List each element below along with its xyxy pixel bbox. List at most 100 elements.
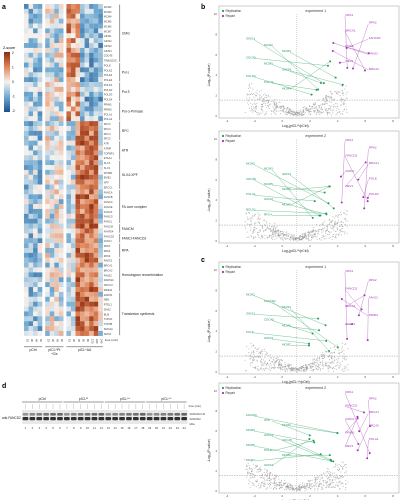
heatmap-cell [84, 169, 90, 175]
protein-point [321, 107, 323, 109]
protein-point [260, 89, 262, 91]
repair-point [366, 200, 369, 203]
heatmap-cell [84, 233, 90, 239]
protein-point [320, 106, 322, 108]
heatmap-cell [33, 296, 38, 302]
heatmap-cell [33, 145, 38, 151]
heatmap-cell [80, 330, 85, 336]
protein-point [318, 475, 320, 477]
protein-point [282, 483, 284, 485]
heatmap-cell [28, 287, 34, 293]
replication-label: MCM5 [282, 324, 291, 328]
protein-point [271, 226, 273, 228]
protein-point [316, 361, 318, 363]
heatmap-cell [66, 160, 72, 166]
replication-label: POLE [246, 330, 254, 334]
protein-point [255, 105, 257, 107]
heatmap-cell [66, 287, 72, 293]
protein-point [261, 364, 263, 366]
protein-point [254, 110, 256, 112]
label-leader [253, 295, 326, 326]
protein-point [257, 485, 259, 487]
heatmap-cell [49, 23, 55, 29]
protein-point [292, 487, 294, 489]
heatmap-cell [58, 121, 64, 127]
heatmap-cell [98, 248, 103, 253]
heatmap-cell [58, 223, 64, 229]
heatmap-cell [24, 199, 29, 205]
heatmap-cell [80, 4, 85, 9]
heatmap-cell [49, 248, 55, 253]
heatmap-cell [89, 62, 94, 68]
heatmap-cell [49, 8, 55, 14]
heatmap-cell [45, 150, 50, 156]
heatmap-cell [66, 213, 72, 219]
protein-point [333, 475, 335, 477]
x-tick: 2 [309, 375, 311, 379]
protein-point [304, 233, 306, 235]
protein-point [266, 235, 268, 237]
heatmap-cell [37, 194, 43, 200]
protein-point [334, 360, 336, 362]
heatmap-cell [49, 252, 55, 258]
protein-point [302, 486, 304, 488]
heatmap-cell [54, 121, 59, 127]
protein-point [260, 107, 263, 109]
protein-point [291, 111, 293, 113]
heatmap-cell [33, 135, 38, 141]
label-leader [289, 61, 331, 90]
protein-point [252, 463, 254, 465]
protein-point [308, 240, 310, 242]
protein-point [328, 483, 330, 485]
protein-point [263, 219, 265, 222]
protein-point [256, 89, 258, 91]
protein-point [295, 236, 297, 238]
protein-point [297, 368, 299, 370]
heatmap-cell [33, 52, 38, 58]
protein-point [283, 366, 285, 368]
protein-point [248, 468, 250, 470]
band-fancd2 [126, 417, 132, 421]
heatmap-cell [89, 135, 94, 141]
protein-point [327, 225, 329, 227]
protein-point [296, 489, 298, 492]
protein-point [256, 360, 258, 362]
label-leader [344, 406, 364, 413]
heatmap-cell [37, 67, 43, 73]
heatmap-cell [66, 189, 72, 195]
heatmap-cell [37, 238, 43, 244]
heatmap-cell [93, 238, 99, 244]
heatmap-cell [28, 218, 34, 224]
protein-point [313, 103, 315, 105]
protein-point [263, 483, 265, 485]
heatmap-cell [93, 189, 99, 195]
protein-point [316, 365, 318, 367]
heatmap-cell [93, 150, 99, 156]
heatmap-cell [33, 116, 38, 122]
protein-point [300, 239, 302, 241]
protein-point [322, 481, 324, 483]
heatmap-cell [58, 150, 64, 156]
protein-point [252, 231, 254, 233]
heatmap-cell [37, 96, 43, 102]
heatmap-cell [28, 252, 34, 258]
heatmap-cell [28, 77, 34, 83]
heatmap-cell [33, 287, 38, 293]
protein-point [259, 230, 261, 232]
protein-point [333, 233, 335, 236]
heatmap-cell [89, 321, 94, 327]
protein-point [284, 369, 286, 371]
heatmap-cell [45, 316, 50, 322]
heatmap-cell [98, 311, 103, 317]
heatmap-cell [28, 282, 34, 288]
replication-point [336, 346, 339, 349]
heatmap-cell [54, 18, 59, 24]
protein-point [302, 112, 304, 114]
heatmap-cell [37, 316, 43, 322]
heatmap-cell [28, 272, 34, 278]
protein-point [278, 236, 280, 238]
heatmap-cell [45, 116, 50, 122]
heatmap-cell [84, 86, 90, 92]
protein-point [302, 369, 304, 371]
protein-point [346, 226, 348, 228]
